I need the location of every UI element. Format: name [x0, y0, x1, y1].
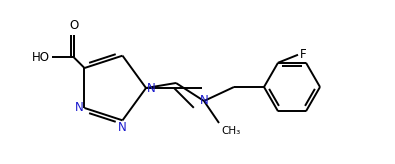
Text: N: N — [147, 82, 156, 94]
Text: N: N — [75, 102, 83, 114]
Text: N: N — [199, 94, 209, 107]
Text: O: O — [69, 19, 79, 32]
Text: N: N — [118, 121, 127, 134]
Text: CH₃: CH₃ — [221, 126, 240, 136]
Text: HO: HO — [32, 51, 50, 64]
Text: F: F — [300, 48, 307, 61]
